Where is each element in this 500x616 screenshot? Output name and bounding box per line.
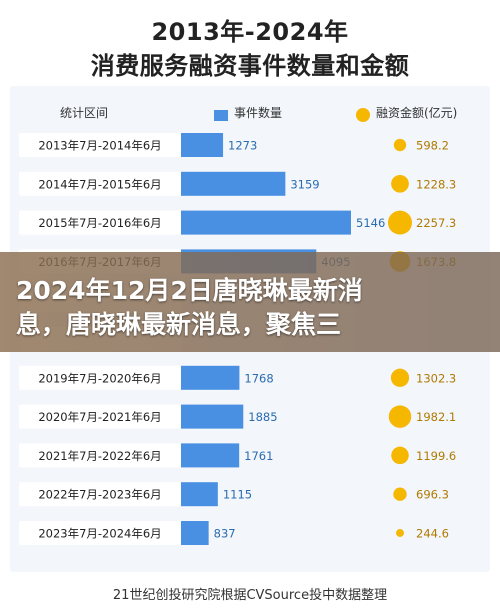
events-bar xyxy=(181,133,224,157)
row-label: 2013年7月-2014年6月 xyxy=(38,139,161,153)
amount-value-label: 1982.1 xyxy=(416,410,456,424)
row-label-box xyxy=(19,133,181,157)
chart-title-line1: 2013年-2024年 xyxy=(151,18,349,46)
events-bar xyxy=(181,171,286,196)
row-label: 2023年7月-2024年6月 xyxy=(38,527,161,541)
amount-value-label: 696.3 xyxy=(416,488,449,502)
row-label: 2014年7月-2015年6月 xyxy=(38,177,161,191)
amount-dot xyxy=(393,138,407,152)
row-label-box xyxy=(19,404,181,429)
column-header-events: 事件数量 xyxy=(234,106,283,120)
row-label-box xyxy=(19,210,181,235)
events-bar xyxy=(181,521,209,545)
row-label-box xyxy=(19,171,181,196)
amount-value-label: 1228.3 xyxy=(416,177,456,191)
events-value-label: 1273 xyxy=(228,139,257,153)
source-note: 21世纪创投研究院根据CVSource投中数据整理 xyxy=(112,588,388,603)
legend-bar-swatch xyxy=(214,110,228,121)
events-value-label: 5146 xyxy=(356,216,385,230)
amount-dot xyxy=(391,446,409,465)
events-value-label: 3159 xyxy=(290,177,319,191)
events-bar xyxy=(181,365,240,390)
row-label-box xyxy=(19,365,181,390)
amount-dot xyxy=(388,405,412,428)
chart-title-line2: 消费服务融资事件数量和金额 xyxy=(90,52,410,80)
amount-dot xyxy=(388,210,412,235)
column-header-amount: 融资金额(亿元) xyxy=(376,106,458,120)
events-bar xyxy=(181,443,240,468)
row-label: 2021年7月-2022年6月 xyxy=(38,449,161,463)
overlay-line2: 息，唐晓琳最新消息，聚焦三 xyxy=(16,310,342,339)
overlay-band xyxy=(0,252,500,352)
events-value-label: 837 xyxy=(214,527,236,541)
amount-value-label: 1199.6 xyxy=(416,449,456,463)
row-label: 2020年7月-2021年6月 xyxy=(38,410,161,424)
amount-value-label: 244.6 xyxy=(416,527,449,541)
events-bar xyxy=(181,404,244,429)
overlay-line1: 2024年12月2日唐晓琳最新消 xyxy=(16,276,363,305)
row-label-box xyxy=(19,443,181,468)
row-label: 2019年7月-2020年6月 xyxy=(38,371,161,385)
amount-dot xyxy=(391,174,409,193)
events-value-label: 1768 xyxy=(244,371,273,385)
row-label: 2015年7月-2016年6月 xyxy=(38,216,161,230)
events-bar xyxy=(181,210,351,235)
amount-dot xyxy=(393,487,407,501)
overlay-headline: 2024年12月2日唐晓琳最新消 息，唐晓琳最新消息，聚焦三 xyxy=(16,274,500,342)
amount-value-label: 598.2 xyxy=(416,139,449,153)
events-bar xyxy=(181,482,218,507)
events-value-label: 1115 xyxy=(223,488,252,502)
amount-dot xyxy=(390,368,410,387)
amount-value-label: 1302.3 xyxy=(416,371,456,385)
legend-dot-swatch xyxy=(356,108,370,122)
events-value-label: 1885 xyxy=(248,410,277,424)
amount-value-label: 2257.3 xyxy=(416,216,456,230)
row-label-box xyxy=(19,482,181,507)
row-label: 2022年7月-2023年6月 xyxy=(38,488,161,502)
amount-dot xyxy=(396,529,404,537)
column-header-period: 统计区间 xyxy=(60,106,109,120)
row-label-box xyxy=(19,521,181,545)
events-value-label: 1761 xyxy=(244,449,273,463)
